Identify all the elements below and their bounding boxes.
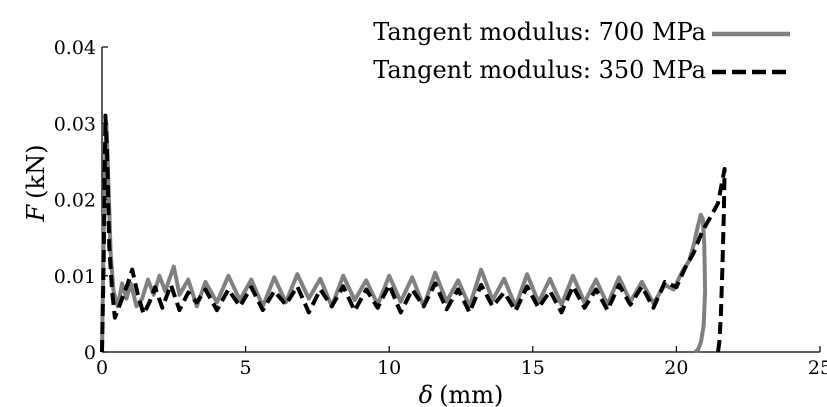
x-tick-label: 15: [521, 357, 545, 379]
y-tick-label: 0.03: [54, 113, 96, 135]
legend-background: [340, 8, 826, 88]
series-line-700-mpa: [100, 121, 708, 354]
x-tick-label: 20: [664, 357, 688, 379]
x-tick-label: 25: [808, 357, 827, 379]
y-tick-label: 0.02: [54, 190, 96, 212]
x-axis-symbol: δ: [419, 381, 433, 407]
legend-entry-350: Tangent modulus: 350 MPa: [373, 56, 790, 84]
y-tick-label: 0.04: [54, 37, 96, 59]
x-tick-label: 0: [96, 357, 108, 379]
y-axis-symbol: F: [22, 203, 50, 222]
y-tick-label: 0.01: [54, 266, 96, 288]
x-tick-label: 10: [377, 357, 401, 379]
y-axis-ticks: 0 0.01 0.02 0.03 0.04: [54, 37, 108, 364]
legend-label-700: Tangent modulus: 700 MPa: [373, 18, 706, 46]
legend: Tangent modulus: 700 MPa Tangent modulus…: [340, 8, 826, 88]
x-tick-label: 5: [240, 357, 252, 379]
y-axis: 0 0.01 0.02 0.03 0.04 F (kN): [22, 37, 108, 364]
y-axis-title: F (kN): [22, 145, 50, 223]
x-axis-ticks: 0 5 10 15 20 25: [96, 346, 827, 379]
y-axis-unit: (kN): [22, 145, 50, 199]
x-axis-unit: (mm): [439, 381, 503, 407]
x-axis: 0 5 10 15 20 25 δ (mm): [96, 346, 827, 407]
legend-entry-700: Tangent modulus: 700 MPa: [373, 18, 790, 46]
y-tick-label: 0: [84, 342, 96, 364]
series-layer: [100, 113, 727, 354]
legend-label-350: Tangent modulus: 350 MPa: [373, 56, 706, 84]
series-line-350-mpa: [100, 113, 727, 353]
x-axis-title: δ (mm): [419, 381, 504, 407]
